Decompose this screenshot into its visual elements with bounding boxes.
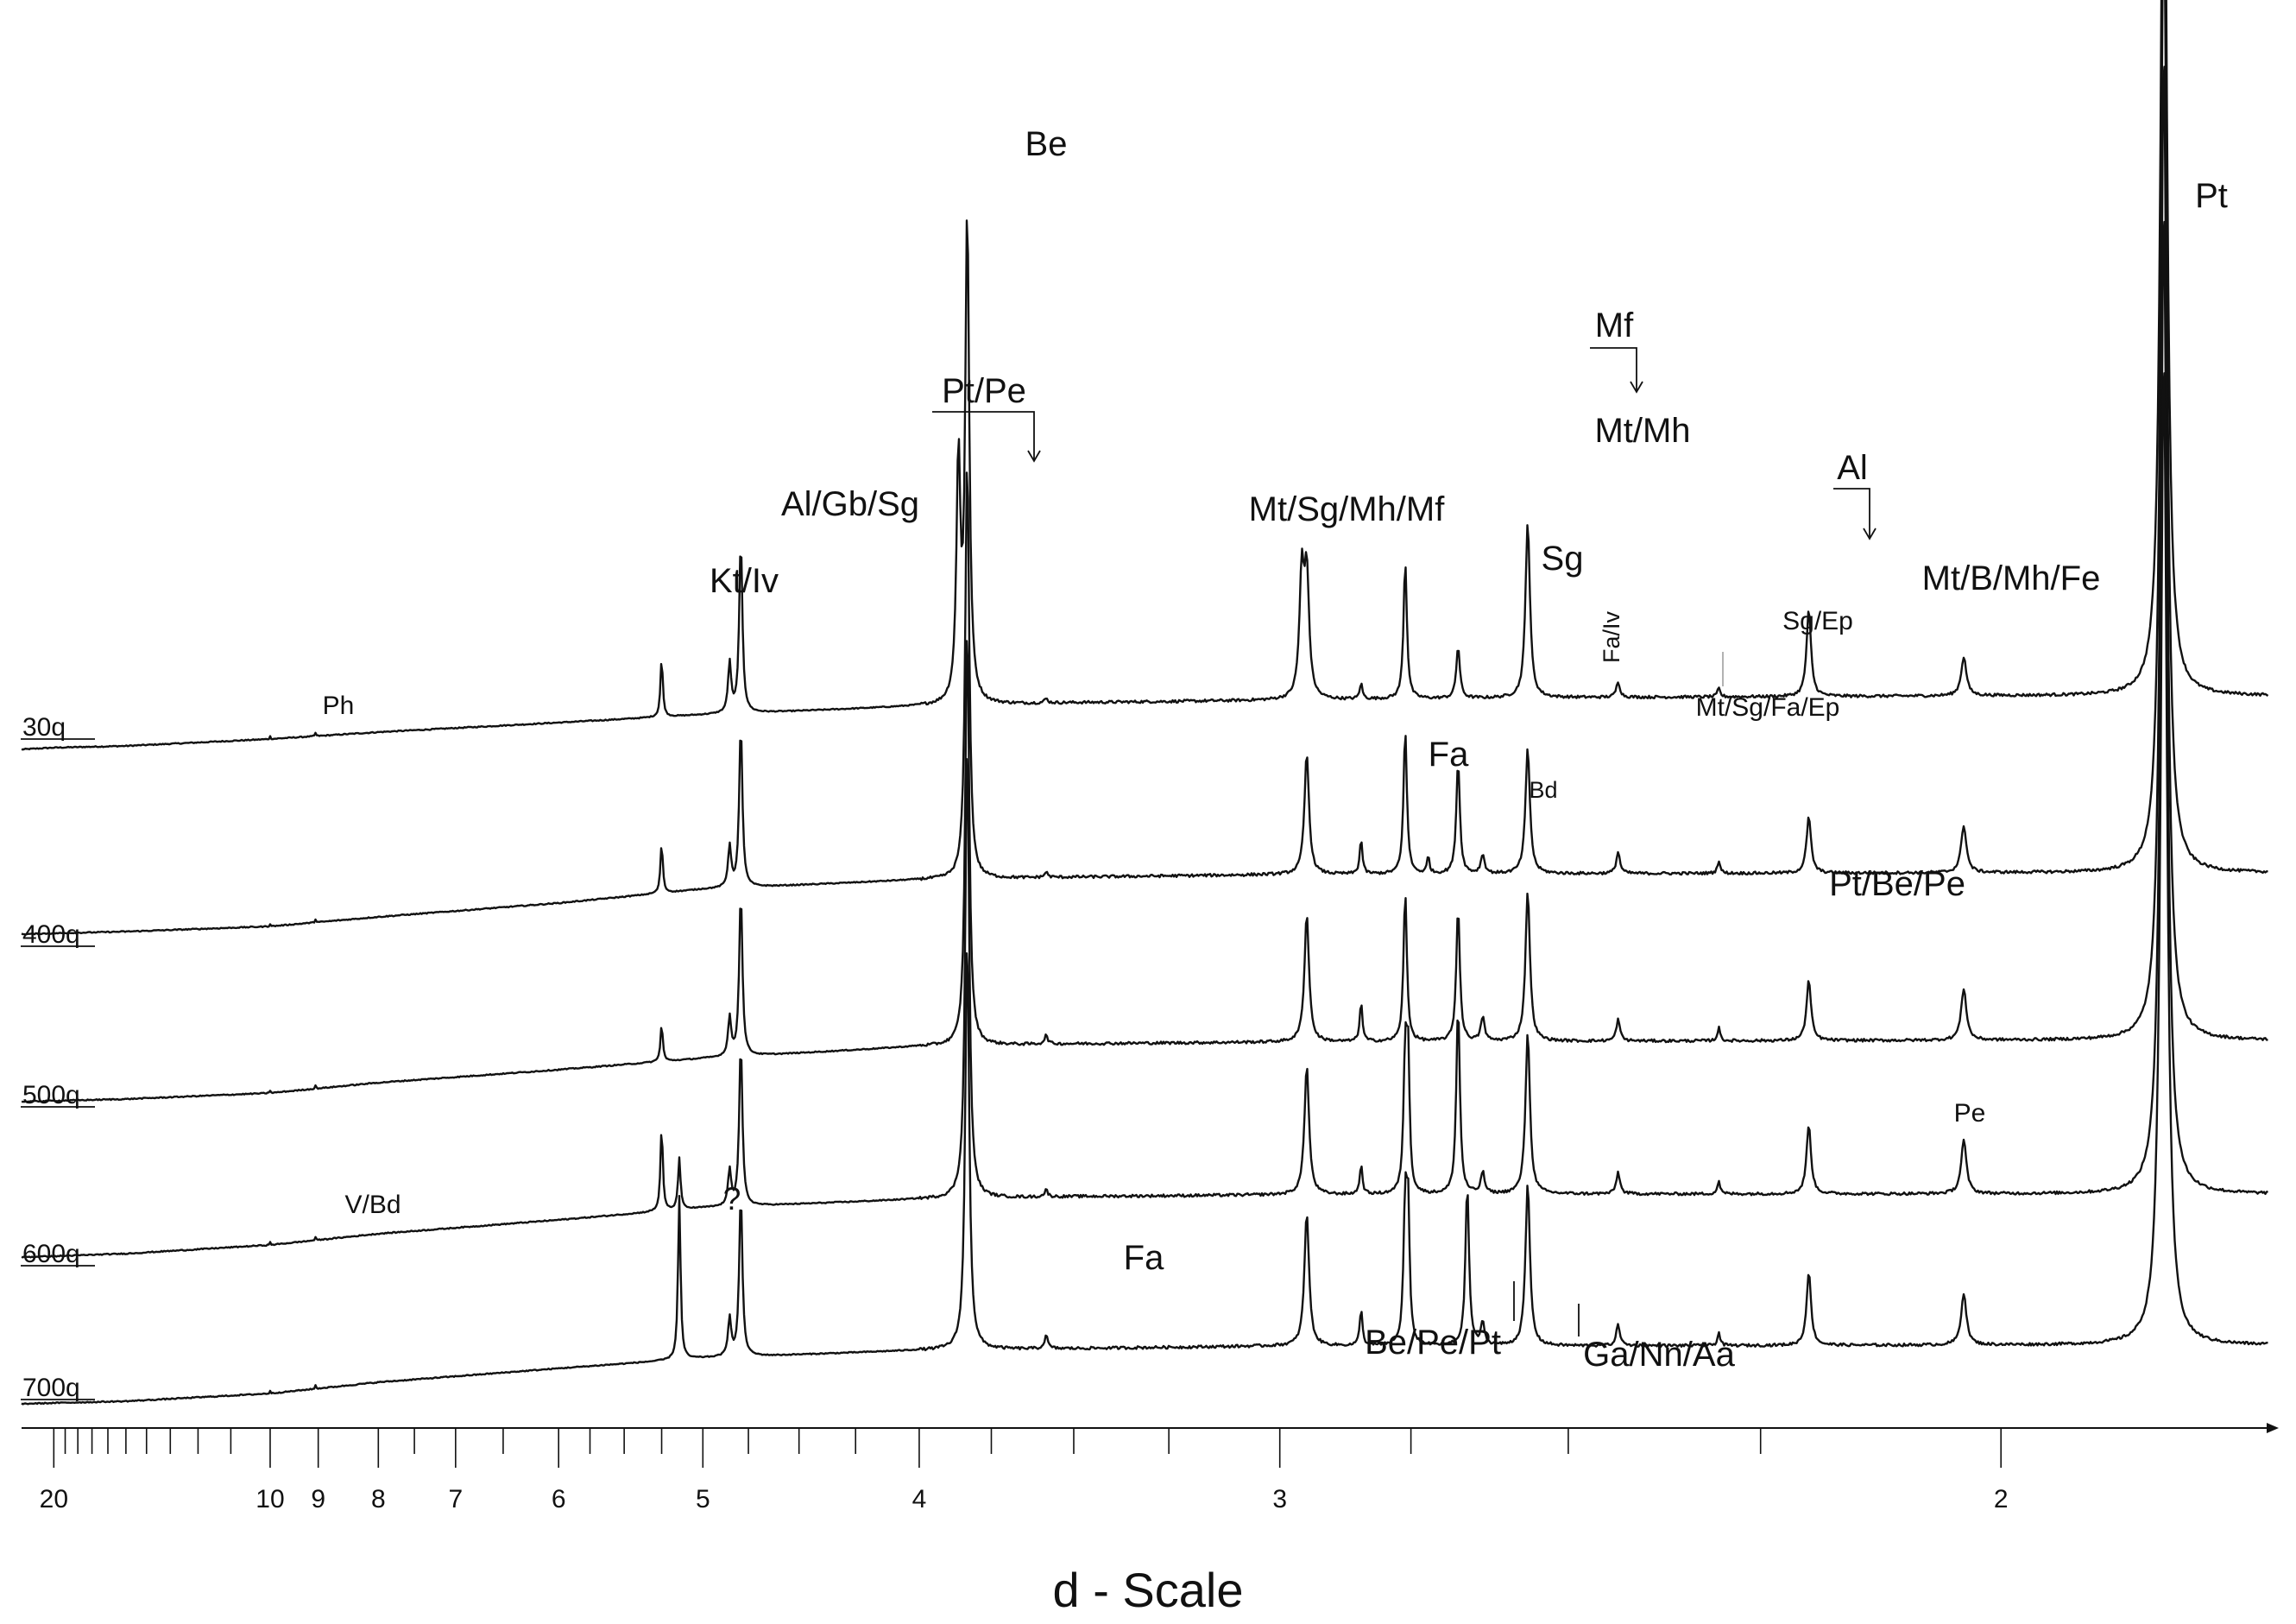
peak-label: Ga/Nn/Aa bbox=[1583, 1336, 1735, 1374]
x-tick-label: 10 bbox=[255, 1485, 284, 1513]
x-axis: 20 10 9 8 7 6 5 4 3 2 bbox=[22, 1423, 2279, 1513]
peak-label: Be/Pe/Pt bbox=[1365, 1324, 1501, 1362]
peak-label: Kt/Iv bbox=[710, 562, 779, 600]
series-label-700q: 700q bbox=[22, 1374, 80, 1402]
diffraction-traces bbox=[21, 0, 2269, 1406]
series-label-500q: 500q bbox=[22, 1081, 80, 1109]
peak-label: Mt/B/Mh/Fe bbox=[1922, 559, 2101, 597]
peak-leader-line bbox=[1590, 347, 1637, 390]
peak-label: Pe bbox=[1954, 1099, 1986, 1128]
peak-annotations: Be Pt/Pe Al/Gb/Sg Kt/Iv Ph V/Bd ? Mt/Sg/Mh/Mf Sg… bbox=[323, 125, 2228, 1374]
series-label-600q: 600q bbox=[22, 1240, 80, 1268]
x-axis-arrowhead bbox=[2267, 1423, 2279, 1433]
peak-label: V/Bd bbox=[344, 1191, 401, 1219]
trace-500q bbox=[22, 66, 2268, 1103]
x-tick-label: 7 bbox=[448, 1485, 463, 1513]
peak-arrow-icon bbox=[1630, 381, 1643, 394]
series-labels: 30q 400q 500q 600q 700q bbox=[21, 713, 95, 1402]
trace-700q bbox=[21, 372, 2268, 1406]
series-label-30q: 30q bbox=[22, 713, 66, 742]
x-axis-label: d - Scale bbox=[1053, 1563, 1244, 1617]
peak-leader-line bbox=[932, 411, 1035, 459]
x-tick-label: 9 bbox=[311, 1485, 325, 1513]
peak-arrow-icon bbox=[1027, 450, 1041, 463]
peak-label: Fa bbox=[1124, 1239, 1164, 1277]
x-tick-label: 4 bbox=[912, 1485, 927, 1513]
peak-label: Mf bbox=[1595, 306, 1634, 344]
peak-label: Sg bbox=[1542, 540, 1584, 578]
peak-label: Pt bbox=[2195, 177, 2228, 215]
x-tick-label: 6 bbox=[552, 1485, 566, 1513]
trace-30q bbox=[21, 0, 2269, 751]
peak-label: Al bbox=[1837, 449, 1868, 487]
peak-label: Pt/Pe bbox=[942, 372, 1026, 410]
peak-label: Al/Gb/Sg bbox=[781, 485, 919, 523]
peak-label: Bd bbox=[1529, 777, 1557, 803]
peak-label: Pt/Be/Pe bbox=[1829, 865, 1965, 903]
peak-label: Fa bbox=[1429, 736, 1469, 774]
x-tick-label: 20 bbox=[40, 1485, 68, 1513]
series-label-400q: 400q bbox=[22, 920, 80, 949]
peak-label: Sg/Ep bbox=[1782, 607, 1853, 635]
peak-label: Ph bbox=[323, 692, 355, 720]
peak-label: Fa/Iv bbox=[1599, 610, 1624, 663]
peak-label: Mt/Sg/Mh/Mf bbox=[1249, 490, 1446, 528]
x-tick-label: 2 bbox=[1994, 1485, 2009, 1513]
peak-label: Be bbox=[1025, 125, 1068, 163]
trace-400q bbox=[21, 0, 2268, 936]
x-tick-label: 3 bbox=[1272, 1485, 1287, 1513]
peak-arrow-icon bbox=[1863, 528, 1877, 540]
peak-label: ? bbox=[723, 1181, 741, 1216]
trace-600q bbox=[21, 220, 2268, 1259]
peak-leader-line bbox=[1833, 488, 1870, 537]
peak-label: Mt/Mh bbox=[1594, 412, 1690, 450]
x-ticks: 20 10 9 8 7 6 5 4 3 2 bbox=[40, 1428, 2009, 1513]
x-tick-label: 5 bbox=[696, 1485, 710, 1513]
x-tick-label: 8 bbox=[371, 1485, 386, 1513]
peak-label: Mt/Sg/Fa/Ep bbox=[1696, 693, 1840, 722]
